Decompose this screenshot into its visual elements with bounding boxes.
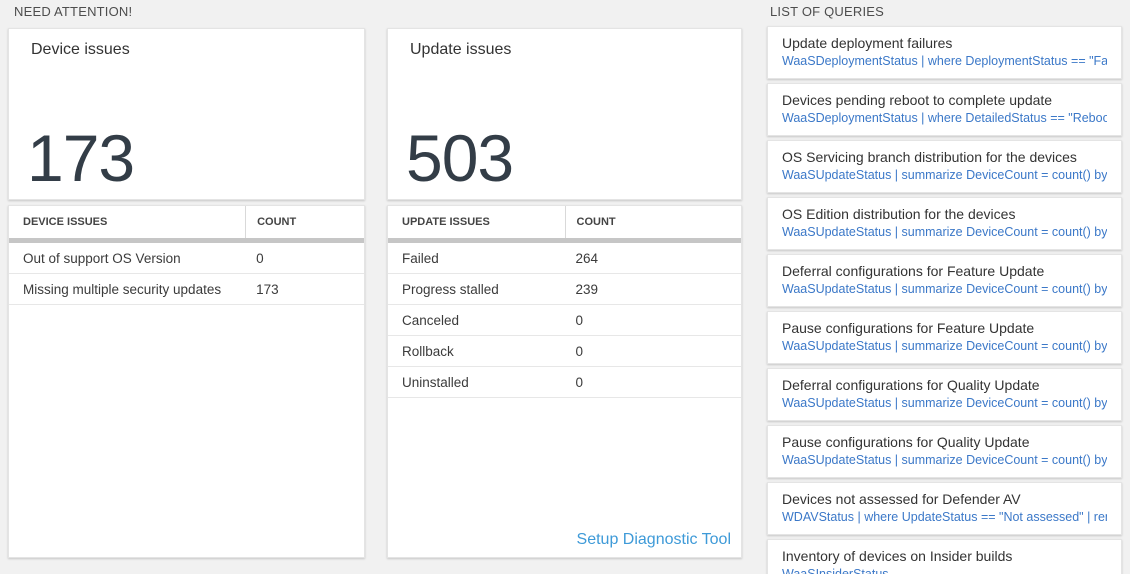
update-issues-header-label: UPDATE ISSUES: [402, 216, 490, 228]
row-count: 173: [256, 281, 279, 297]
query-text: WaaSUpdateStatus | summarize DeviceCount…: [782, 396, 1107, 410]
row-label: Progress stalled: [402, 281, 499, 297]
table-row[interactable]: Canceled 0: [388, 305, 741, 336]
query-text: WaaSUpdateStatus | summarize DeviceCount…: [782, 339, 1107, 353]
device-issues-count: 173: [27, 121, 135, 195]
query-text: WaaSUpdateStatus | summarize DeviceCount…: [782, 453, 1107, 467]
query-title: OS Servicing branch distribution for the…: [782, 149, 1077, 165]
table-row[interactable]: Out of support OS Version 0: [9, 243, 364, 274]
query-title: Inventory of devices on Insider builds: [782, 548, 1013, 564]
query-list-item[interactable]: Pause configurations for Feature Update …: [767, 311, 1122, 364]
query-title: Update deployment failures: [782, 35, 953, 51]
row-label: Rollback: [402, 343, 454, 359]
update-issues-table-body: Failed 264 Progress stalled 239 Canceled…: [388, 243, 741, 398]
query-list-item[interactable]: Inventory of devices on Insider builds W…: [767, 539, 1122, 574]
table-row[interactable]: Rollback 0: [388, 336, 741, 367]
row-count: 264: [575, 250, 599, 266]
query-title: Devices pending reboot to complete updat…: [782, 92, 1053, 108]
row-label: Missing multiple security updates: [23, 281, 222, 297]
table-row[interactable]: Progress stalled 239: [388, 274, 741, 305]
update-issues-column: Update issues 503 UPDATE ISSUES COUNT Fa…: [387, 28, 742, 558]
table-row[interactable]: Missing multiple security updates 173: [9, 274, 364, 305]
row-count: 0: [575, 374, 584, 390]
query-title: Devices not assessed for Defender AV: [782, 491, 1021, 507]
update-issues-card-title: Update issues: [410, 41, 512, 58]
query-title: Pause configurations for Feature Update: [782, 320, 1035, 336]
list-of-queries-section-header: LIST OF QUERIES: [770, 4, 885, 19]
row-count: 0: [575, 343, 584, 359]
device-issues-table-header: DEVICE ISSUES COUNT: [9, 206, 364, 238]
query-text: WaaSInsiderStatus: [782, 567, 889, 574]
device-issues-card-title: Device issues: [31, 41, 130, 58]
row-label: Failed: [402, 250, 439, 266]
update-issues-table-header: UPDATE ISSUES COUNT: [388, 206, 741, 238]
update-issues-header-count: COUNT: [564, 206, 742, 238]
query-list-item[interactable]: Update deployment failures WaaSDeploymen…: [767, 26, 1122, 79]
row-label: Canceled: [402, 312, 460, 328]
row-count: 0: [575, 312, 584, 328]
query-list-item[interactable]: Devices not assessed for Defender AV WDA…: [767, 482, 1122, 535]
query-title: Deferral configurations for Quality Upda…: [782, 377, 1040, 393]
device-issues-column: Device issues 173 DEVICE ISSUES COUNT Ou…: [8, 28, 365, 558]
table-row[interactable]: Failed 264: [388, 243, 741, 274]
row-count: 0: [256, 250, 264, 266]
query-title: OS Edition distribution for the devices: [782, 206, 1016, 222]
device-issues-table-body: Out of support OS Version 0 Missing mult…: [9, 243, 364, 305]
table-row[interactable]: Uninstalled 0: [388, 367, 741, 398]
row-label: Out of support OS Version: [23, 250, 181, 266]
list-of-queries-column: Update deployment failures WaaSDeploymen…: [767, 26, 1122, 574]
query-title: Deferral configurations for Feature Upda…: [782, 263, 1045, 279]
query-list-item[interactable]: Deferral configurations for Feature Upda…: [767, 254, 1122, 307]
query-list-item[interactable]: Deferral configurations for Quality Upda…: [767, 368, 1122, 421]
device-issues-header-label: DEVICE ISSUES: [23, 216, 108, 228]
device-issues-header-count: COUNT: [245, 206, 364, 238]
need-attention-section-header: NEED ATTENTION!: [14, 4, 133, 19]
device-issues-summary-card[interactable]: Device issues 173: [8, 28, 365, 200]
row-count: 239: [575, 281, 599, 297]
query-text: WDAVStatus | where UpdateStatus == "Not …: [782, 510, 1107, 524]
setup-diagnostic-tool-link[interactable]: Setup Diagnostic Tool: [576, 531, 731, 548]
query-text: WaaSUpdateStatus | summarize DeviceCount…: [782, 225, 1107, 239]
query-list-item[interactable]: Pause configurations for Quality Update …: [767, 425, 1122, 478]
row-label: Uninstalled: [402, 374, 469, 390]
update-issues-summary-card[interactable]: Update issues 503: [387, 28, 742, 200]
update-issues-count: 503: [406, 121, 514, 195]
query-list-item[interactable]: Devices pending reboot to complete updat…: [767, 83, 1122, 136]
table-header-divider: [388, 238, 741, 243]
query-text: WaaSUpdateStatus | summarize DeviceCount…: [782, 282, 1107, 296]
table-header-divider: [9, 238, 364, 243]
query-list-item[interactable]: OS Edition distribution for the devices …: [767, 197, 1122, 250]
query-text: WaaSDeploymentStatus | where DetailedSta…: [782, 111, 1107, 125]
query-text: WaaSDeploymentStatus | where DeploymentS…: [782, 54, 1107, 68]
query-list-item[interactable]: OS Servicing branch distribution for the…: [767, 140, 1122, 193]
device-issues-table-card: DEVICE ISSUES COUNT Out of support OS Ve…: [8, 205, 365, 558]
query-title: Pause configurations for Quality Update: [782, 434, 1030, 450]
update-issues-table-card: UPDATE ISSUES COUNT Failed 264 Progress …: [387, 205, 742, 558]
query-text: WaaSUpdateStatus | summarize DeviceCount…: [782, 168, 1107, 182]
